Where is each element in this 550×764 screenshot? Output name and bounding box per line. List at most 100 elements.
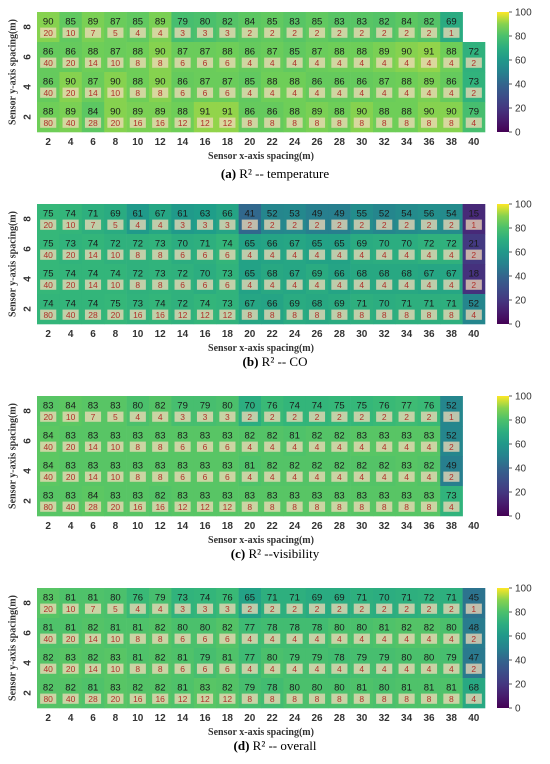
cell-count-label: 16	[155, 310, 165, 320]
cell-count-label: 4	[359, 664, 364, 674]
count-badge	[196, 279, 214, 290]
colorbar-tick-label: 60	[515, 632, 527, 643]
count-badge	[308, 117, 326, 128]
cell-value-label: 73	[469, 77, 480, 88]
count-badge	[264, 57, 281, 68]
cell-count-label: 4	[427, 88, 432, 98]
cell-count-label: 8	[292, 118, 297, 128]
cell-value-label: 82	[155, 623, 166, 634]
cell-value-label: 74	[88, 269, 99, 280]
cell-value-label: 86	[357, 77, 368, 88]
cell-count-label: 8	[427, 310, 432, 320]
cell-value-label: 55	[357, 209, 368, 220]
cell-value-label: 88	[88, 47, 99, 58]
count-badge	[398, 411, 415, 422]
cell-value-label: 82	[357, 461, 368, 472]
cell-value-label: 83	[65, 653, 76, 664]
cell-count-label: 4	[427, 280, 432, 290]
cell-count-label: 6	[203, 58, 208, 68]
cell-count-label: 7	[91, 220, 96, 230]
cell-value-label: 67	[155, 209, 166, 220]
cell-count-label: 4	[404, 442, 409, 452]
x-tick-label: 32	[379, 521, 391, 532]
cell-value-label: 83	[88, 461, 99, 472]
cell-value-label: 88	[334, 47, 345, 58]
cell-count-label: 4	[158, 604, 163, 614]
cell-value-label: 67	[289, 239, 300, 250]
cell-count-label: 4	[247, 664, 252, 674]
cell-count-label: 8	[382, 118, 387, 128]
count-badge	[308, 441, 326, 452]
cell-value-label: 74	[88, 239, 99, 250]
count-badge	[129, 501, 146, 512]
cell-value-label: 82	[155, 653, 166, 664]
cell-value-label: 74	[110, 269, 121, 280]
count-badge	[62, 501, 79, 512]
y-tick-label: 4	[23, 276, 34, 282]
cell-count-label: 12	[223, 118, 233, 128]
cell-count-label: 4	[158, 220, 163, 230]
x-tick-label: 28	[334, 137, 346, 148]
cell-value-label: 83	[267, 491, 278, 502]
caption-text: R² -- CO	[262, 354, 308, 369]
count-badge	[331, 87, 348, 98]
cell-count-label: 10	[66, 604, 76, 614]
cell-value-label: 81	[110, 623, 121, 634]
count-badge	[308, 411, 326, 422]
cell-count-label: 4	[427, 250, 432, 260]
cell-count-label: 1	[449, 412, 454, 422]
cell-count-label: 4	[449, 88, 454, 98]
cell-count-label: 4	[427, 664, 432, 674]
count-badge	[196, 27, 214, 38]
count-badge	[219, 441, 236, 452]
cell-value-label: 18	[469, 269, 480, 280]
x-axis-label: Sensor x-axis spacing(m)	[208, 151, 314, 162]
count-badge	[152, 309, 169, 320]
x-tick-label: 16	[199, 137, 211, 148]
y-tick-label: 6	[23, 438, 34, 444]
cell-count-label: 4	[359, 472, 364, 482]
cell-count-label: 4	[382, 280, 387, 290]
cell-value-label: 73	[222, 269, 233, 280]
cell-count-label: 2	[359, 412, 364, 422]
cell-count-label: 8	[427, 694, 432, 704]
cell-value-label: 80	[200, 623, 211, 634]
cell-count-label: 4	[247, 88, 252, 98]
count-badge	[152, 57, 169, 68]
colorbar	[497, 204, 509, 324]
count-badge	[465, 663, 482, 674]
cell-value-label: 72	[469, 47, 480, 58]
cell-count-label: 3	[225, 220, 230, 230]
cell-count-label: 8	[135, 442, 140, 452]
cell-value-label: 52	[446, 401, 457, 412]
cell-value-label: 80	[110, 593, 121, 604]
count-badge	[264, 279, 281, 290]
x-tick-label: 20	[244, 521, 256, 532]
y-axis-label: Sensor y-axis spacing(m)	[7, 595, 18, 701]
x-tick-label: 22	[267, 521, 279, 532]
count-badge	[376, 309, 393, 320]
count-badge	[107, 693, 124, 704]
count-badge	[331, 693, 348, 704]
count-badge	[286, 57, 303, 68]
count-badge	[286, 693, 303, 704]
cell-value-label: 83	[200, 461, 211, 472]
colorbar	[497, 12, 509, 132]
cell-count-label: 40	[43, 280, 53, 290]
count-badge	[107, 663, 124, 674]
cell-count-label: 14	[88, 664, 98, 674]
cell-value-label: 69	[289, 299, 300, 310]
cell-value-label: 76	[133, 593, 144, 604]
colorbar-tick-label: 40	[515, 656, 527, 667]
cell-value-label: 70	[379, 593, 390, 604]
cell-count-label: 8	[315, 502, 320, 512]
count-badge	[308, 663, 326, 674]
count-badge	[286, 663, 303, 674]
count-badge	[443, 633, 460, 644]
count-badge	[353, 309, 370, 320]
cell-count-label: 16	[133, 310, 143, 320]
y-tick-label: 6	[23, 54, 34, 60]
cell-count-label: 4	[247, 442, 252, 452]
x-tick-label: 22	[267, 329, 279, 340]
x-tick-label: 24	[289, 137, 301, 148]
